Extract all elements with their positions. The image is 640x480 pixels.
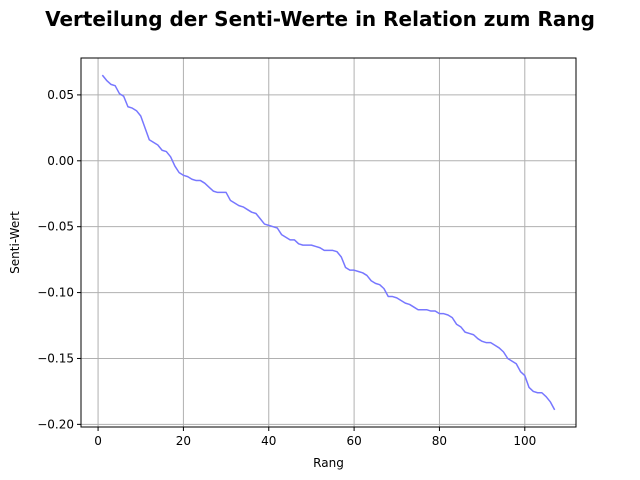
y-tick-label: −0.10 [37,286,74,300]
x-tick-label: 0 [94,434,102,448]
x-tick-label: 20 [176,434,191,448]
y-tick-label: −0.20 [37,417,74,431]
plot-frame [80,57,577,428]
x-tick-label: 60 [346,434,361,448]
y-axis-ticks: 0.05 0.00 −0.05 −0.10 −0.15 −0.20 [37,88,81,431]
x-tick-label: 40 [261,434,276,448]
series-line [101,74,556,411]
x-axis-label: Rang [313,456,344,470]
series-layer [101,74,556,411]
grid [81,58,576,427]
x-tick-label: 100 [513,434,536,448]
y-tick-label: 0.05 [47,88,74,102]
x-tick-label: 80 [432,434,447,448]
chart-title: Verteilung der Senti-Werte in Relation z… [45,7,595,31]
x-axis-ticks: 0 20 40 60 80 100 [94,427,536,448]
y-tick-label: −0.15 [37,351,74,365]
y-axis-label: Senti-Wert [8,211,22,274]
y-tick-label: −0.05 [37,220,74,234]
y-tick-label: 0.00 [47,154,74,168]
